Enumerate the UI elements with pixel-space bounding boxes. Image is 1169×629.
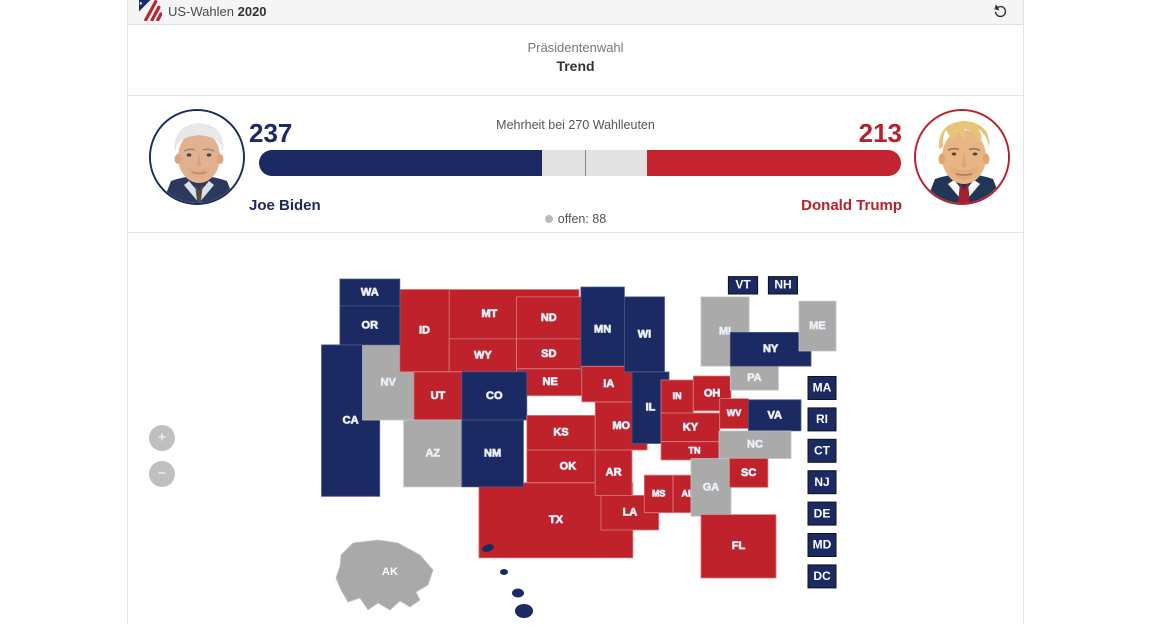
svg-text:NH: NH <box>774 278 791 292</box>
svg-text:NJ: NJ <box>814 475 829 489</box>
svg-text:AK: AK <box>382 566 398 578</box>
svg-text:VT: VT <box>735 278 751 292</box>
svg-text:DE: DE <box>814 506 831 520</box>
svg-text:CT: CT <box>814 443 831 457</box>
svg-text:RI: RI <box>816 412 828 426</box>
svg-text:MA: MA <box>813 381 832 395</box>
svg-text:DC: DC <box>813 569 831 583</box>
svg-text:MD: MD <box>813 538 832 552</box>
